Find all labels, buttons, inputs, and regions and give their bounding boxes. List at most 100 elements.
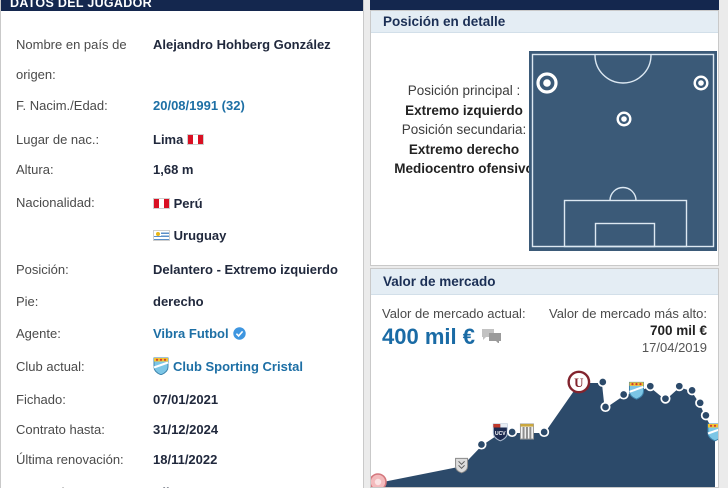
market-value-chart[interactable]: UCV U xyxy=(371,359,718,488)
agent-link[interactable]: Vibra Futbol xyxy=(153,326,229,341)
nationality-uruguay: Uruguay xyxy=(153,220,226,252)
club-logo-universitario[interactable] xyxy=(567,370,591,394)
last-renewal-value: 18/11/2022 xyxy=(153,452,218,467)
market-value-chart-area: UCV U xyxy=(371,359,718,488)
height-value: 1,68 m xyxy=(153,162,194,177)
player-data-panel: DATOS DEL JUGADOR Nombre en país de orig… xyxy=(0,0,364,488)
club-logo-stripes[interactable] xyxy=(519,423,534,440)
market-value-box: Valor de mercado Valor de mercado actual… xyxy=(370,268,719,488)
club-logo-sporting-cristal[interactable] xyxy=(628,381,645,401)
info-label: Pie: xyxy=(16,294,39,309)
peru-flag-icon xyxy=(186,134,204,145)
info-label: Fichado: xyxy=(16,392,66,407)
row-last-renewal: Última renovación: 18/11/2022 xyxy=(16,445,363,478)
nationality-name: Uruguay xyxy=(173,228,227,243)
club-logo-2-gray[interactable] xyxy=(455,457,469,474)
secondary-position-value: Mediocentro ofensivo xyxy=(394,161,534,176)
pitch-graphic xyxy=(529,51,717,251)
peru-flag-icon xyxy=(153,198,170,209)
chart-data-point[interactable] xyxy=(539,426,550,438)
player-info-table: Nombre en país de origen: Alejandro Hohb… xyxy=(1,11,363,488)
position-detail-header: Posición en detalle xyxy=(371,11,718,33)
secondary-position-label: Posición secundaria: xyxy=(401,122,527,137)
birthplace-city: Lima xyxy=(153,132,184,147)
row-agent: Agente: Vibra Futbol xyxy=(16,319,363,352)
current-club-value: Club Sporting Cristal xyxy=(153,352,303,382)
chart-data-point[interactable] xyxy=(618,389,629,400)
position-details-text: Posición principal : Extremo izquierdo P… xyxy=(383,81,545,179)
current-market-value-amount: 400 mil € xyxy=(382,324,526,350)
current-market-value: Valor de mercado actual: 400 mil € xyxy=(382,306,526,350)
info-label: Nombre en país de origen: xyxy=(16,37,127,82)
chart-data-point[interactable] xyxy=(674,381,685,392)
info-label: Agente: xyxy=(16,326,61,341)
current-value-text: 400 mil € xyxy=(382,324,475,349)
birthplace-value: Lima xyxy=(153,125,204,155)
chart-data-point[interactable] xyxy=(687,385,698,396)
row-current-club: Club actual: Club Sporting Cristal xyxy=(16,352,363,385)
position-detail-box: Posición en detalle Posición principal :… xyxy=(370,10,719,266)
contract-until-value: 31/12/2024 xyxy=(153,422,219,437)
highest-market-value: Valor de mercado más alto: 700 mil € 17/… xyxy=(549,306,707,356)
chart-data-point[interactable] xyxy=(507,426,518,438)
chart-data-point[interactable] xyxy=(600,401,611,413)
penalty-arc xyxy=(609,186,637,201)
highest-market-value-date: 17/04/2019 xyxy=(641,340,707,355)
highest-market-value-label: Valor de mercado más alto: xyxy=(549,306,707,321)
club-logo-1-pink[interactable] xyxy=(371,473,387,488)
info-label: Club actual: xyxy=(16,359,85,374)
nationality-peru: Perú xyxy=(153,188,226,220)
birthdate-link[interactable]: 20/08/1991 (32) xyxy=(153,98,245,113)
info-label: Posición: xyxy=(16,262,69,277)
foot-value: derecho xyxy=(153,294,204,309)
secondary-position-marker-right-wing xyxy=(693,75,709,91)
player-data-header: DATOS DEL JUGADOR xyxy=(1,0,363,11)
agent-value: Vibra Futbol xyxy=(153,319,246,349)
chart-data-point[interactable] xyxy=(597,376,608,388)
row-outfitter: Proveedor: Nike xyxy=(16,478,363,488)
top-navy-bar xyxy=(370,0,719,10)
info-label: F. Nacim./Edad: xyxy=(16,98,108,113)
nationality-value: Perú Uruguay xyxy=(153,188,226,252)
chart-data-point[interactable] xyxy=(700,410,711,421)
sporting-cristal-crest-icon[interactable] xyxy=(153,357,169,376)
market-value-header: Valor de mercado xyxy=(371,269,718,295)
chart-data-point[interactable] xyxy=(476,439,487,450)
chart-data-point[interactable] xyxy=(695,397,706,408)
position-value: Delantero - Extremo izquierdo xyxy=(153,262,338,277)
chart-markers xyxy=(371,370,718,488)
info-label: Última renovación: xyxy=(16,452,124,467)
secondary-position-value: Extremo derecho xyxy=(408,141,520,157)
chart-data-point[interactable] xyxy=(660,393,671,404)
current-market-value-label: Valor de mercado actual: xyxy=(382,306,526,321)
player-name-value: Alejandro Hohberg González xyxy=(153,37,331,52)
joined-value: 07/01/2021 xyxy=(153,392,219,407)
outfitter-value: Nike xyxy=(153,478,180,488)
secondary-position-marker-attacking-mid xyxy=(616,111,632,127)
main-position-value: Extremo izquierdo xyxy=(405,102,523,118)
current-club-link[interactable]: Club Sporting Cristal xyxy=(173,359,303,374)
row-birthplace: Lugar de nac.: Lima xyxy=(16,125,363,155)
row-height: Altura: 1,68 m xyxy=(16,155,363,188)
player-data-header-label: DATOS DEL JUGADOR xyxy=(10,0,152,10)
right-column: Posición en detalle Posición principal :… xyxy=(370,0,719,488)
center-circle-arc xyxy=(594,54,652,84)
info-label: Nacionalidad: xyxy=(16,195,95,210)
info-label: Contrato hasta: xyxy=(16,422,105,437)
club-logo-ucv[interactable] xyxy=(492,423,508,442)
info-label: Altura: xyxy=(16,162,54,177)
info-label: Lugar de nac.: xyxy=(16,132,100,147)
chart-data-point[interactable] xyxy=(645,381,656,392)
goal-box xyxy=(594,222,656,248)
chat-bubbles-icon[interactable] xyxy=(481,328,502,344)
row-birthdate: F. Nacim./Edad: 20/08/1991 (32) xyxy=(16,91,363,125)
main-position-marker xyxy=(536,72,558,94)
row-position: Posición: Delantero - Extremo izquierdo xyxy=(16,255,363,287)
nationality-name: Perú xyxy=(173,196,203,211)
main-position-label: Posición principal : xyxy=(407,83,521,98)
verified-check-icon xyxy=(232,327,246,340)
highest-market-value-amount: 700 mil € xyxy=(649,323,707,338)
info-label: Proveedor: xyxy=(16,478,153,488)
row-foot: Pie: derecho xyxy=(16,287,363,319)
